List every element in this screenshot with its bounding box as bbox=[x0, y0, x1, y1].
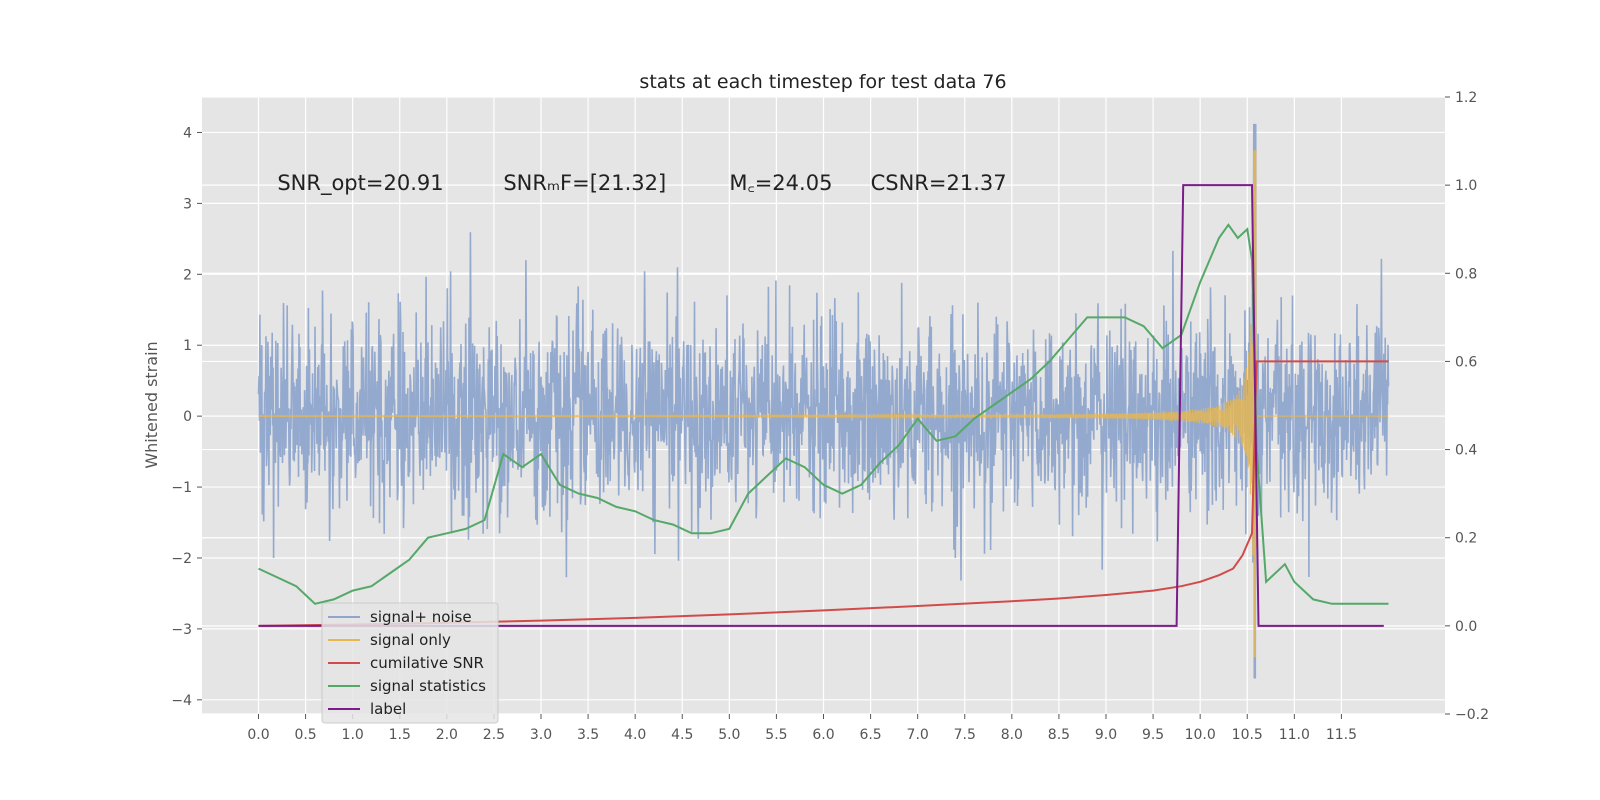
signal-only-line bbox=[258, 150, 1389, 658]
x-tick-label: 8.0 bbox=[1001, 727, 1023, 743]
x-tick-label: 4.0 bbox=[624, 727, 646, 743]
y2-tick-label: 0.6 bbox=[1455, 354, 1477, 370]
y2-tick-label: 0.8 bbox=[1455, 266, 1477, 282]
chart-title: stats at each timestep for test data 76 bbox=[639, 71, 1006, 93]
legend: signal+ noise signal only cumilative SNR si… bbox=[321, 602, 499, 724]
y-tick-label: 4 bbox=[183, 125, 192, 141]
stat-annotation: SNR_opt=20.91 bbox=[277, 171, 443, 196]
y2-tick-label: 0.4 bbox=[1455, 443, 1477, 459]
y-tick-label: 2 bbox=[183, 267, 192, 283]
x-tick-label: 10.0 bbox=[1185, 727, 1216, 743]
legend-label: cumilative SNR bbox=[370, 654, 484, 672]
ticks: 0.0 0.5 1.0 1.5 2.0 2.5 3.0 3.5 4.0 4.5 5.0 5.5 6.0 6… bbox=[171, 90, 1489, 743]
y-tick-label: −1 bbox=[171, 480, 192, 496]
series-signal-plus-noise bbox=[257, 123, 1390, 679]
x-tick-label: 9.5 bbox=[1142, 727, 1164, 743]
y2-tick-label: 1.0 bbox=[1455, 178, 1477, 194]
stat-annotation: M꜀=24.05 bbox=[729, 171, 832, 195]
y-tick-label: −3 bbox=[171, 622, 192, 638]
legend-box bbox=[321, 602, 499, 724]
x-tick-label: 7.5 bbox=[954, 727, 976, 743]
x-tick-label: 11.0 bbox=[1279, 727, 1310, 743]
signal-statistics-line bbox=[258, 223, 1389, 605]
cumulative-snr-line bbox=[258, 360, 1389, 627]
x-tick-label: 5.5 bbox=[765, 727, 787, 743]
x-tick-label: 3.0 bbox=[530, 727, 552, 743]
x-tick-label: 4.5 bbox=[671, 727, 693, 743]
series-lines bbox=[258, 184, 1389, 627]
y2-tick-label: 1.2 bbox=[1455, 90, 1477, 106]
y-tick-label: −2 bbox=[171, 551, 192, 567]
legend-label: signal only bbox=[370, 631, 451, 649]
stat-annotation: CSNR=21.37 bbox=[871, 171, 1007, 195]
y-tick-label: 0 bbox=[183, 409, 192, 425]
stat-annotation: SNRₘF=[21.32] bbox=[503, 171, 666, 195]
x-tick-label: 3.5 bbox=[577, 727, 599, 743]
label-line bbox=[258, 184, 1384, 627]
x-tick-label: 2.5 bbox=[483, 727, 505, 743]
legend-label: signal statistics bbox=[370, 677, 486, 695]
signal-plus-noise-line bbox=[257, 123, 1390, 679]
legend-label: label bbox=[370, 700, 406, 718]
x-tick-label: 7.0 bbox=[907, 727, 929, 743]
y-tick-label: 1 bbox=[183, 338, 192, 354]
annotations: SNR_opt=20.91 SNRₘF=[21.32] M꜀=24.05 CSNR=2… bbox=[277, 171, 1006, 196]
y-tick-label: 3 bbox=[183, 196, 192, 212]
y2-tick-label: 0.0 bbox=[1455, 619, 1477, 635]
series-signal-only bbox=[258, 150, 1389, 658]
x-tick-label: 0.5 bbox=[294, 727, 316, 743]
x-tick-label: 5.0 bbox=[718, 727, 740, 743]
y-axis-title: Whitened strain bbox=[142, 341, 161, 468]
y2-tick-label: 0.2 bbox=[1455, 531, 1477, 547]
x-tick-label: 8.5 bbox=[1048, 727, 1070, 743]
x-tick-label: 1.5 bbox=[389, 727, 411, 743]
x-tick-label: 2.0 bbox=[436, 727, 458, 743]
y2-tick-label: −0.2 bbox=[1455, 707, 1489, 723]
x-tick-label: 11.5 bbox=[1326, 727, 1357, 743]
x-tick-label: 6.5 bbox=[859, 727, 881, 743]
x-tick-label: 6.0 bbox=[812, 727, 834, 743]
x-tick-label: 9.0 bbox=[1095, 727, 1117, 743]
y-tick-label: −4 bbox=[171, 693, 192, 709]
x-tick-label: 0.0 bbox=[247, 727, 269, 743]
x-tick-label: 10.5 bbox=[1232, 727, 1263, 743]
x-tick-label: 1.0 bbox=[342, 727, 364, 743]
legend-label: signal+ noise bbox=[370, 608, 472, 626]
